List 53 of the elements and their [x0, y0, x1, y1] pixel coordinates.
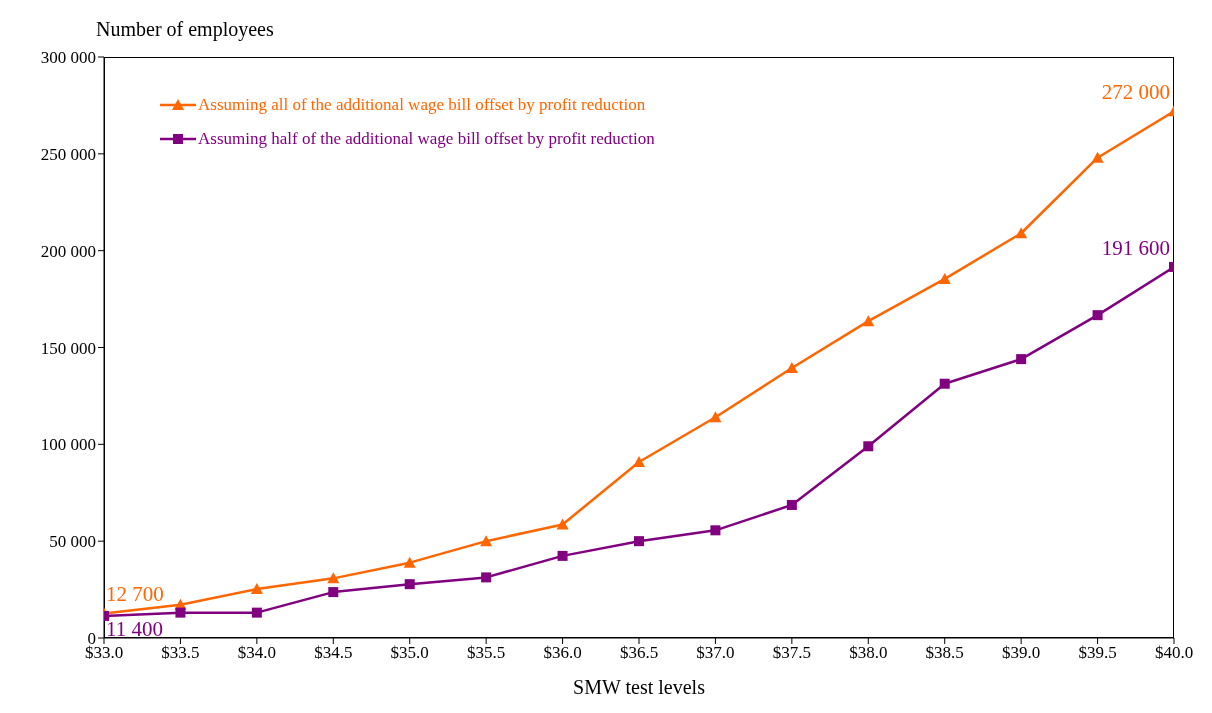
point: [250, 583, 263, 594]
y-tick-label: 100 000: [40, 435, 96, 455]
point: [175, 607, 186, 618]
x-tick-label: $34.0: [237, 643, 276, 663]
y-tick-label: 300 000: [40, 48, 96, 68]
point: [634, 536, 644, 547]
x-tick-label: $38.5: [925, 643, 964, 663]
point: [327, 572, 340, 584]
point: [480, 535, 493, 547]
y-tick-label: 250 000: [40, 144, 96, 164]
point: [863, 441, 874, 452]
x-tick-label: $40.0: [1154, 643, 1194, 663]
point: [481, 572, 492, 583]
point: [404, 579, 415, 590]
x-tick-label: $39.5: [1078, 643, 1117, 663]
point: [328, 587, 339, 598]
x-tick-label: $37.0: [696, 643, 735, 663]
data-label: 191 600: [1101, 235, 1170, 260]
x-tick-label: $34.5: [314, 643, 353, 663]
point: [1015, 227, 1028, 239]
point: [1092, 310, 1103, 321]
y-axis-title: Number of employees: [96, 18, 274, 41]
x-tick-label: $35.0: [390, 643, 429, 663]
point: [403, 556, 416, 568]
point: [938, 272, 951, 284]
data-label: 12 700: [106, 582, 164, 607]
point: [251, 607, 262, 618]
x-tick-label: $33.5: [161, 643, 200, 663]
x-tick-label: $36.5: [619, 643, 659, 663]
point: [557, 550, 568, 561]
point: [862, 315, 875, 327]
point: [1016, 354, 1027, 365]
x-tick-label: $36.0: [543, 643, 582, 663]
y-tick-label: 150 000: [40, 338, 96, 358]
point: [710, 525, 721, 536]
point: [709, 411, 722, 423]
point: [1091, 151, 1104, 163]
x-tick-label: $35.5: [467, 643, 506, 663]
x-tick-label: $38.0: [849, 643, 888, 663]
x-tick-label: $39.0: [1002, 643, 1041, 663]
data-label: 272 000: [1101, 80, 1170, 105]
point: [939, 378, 950, 389]
data-label: 11 400: [106, 616, 163, 641]
legend-label: Assuming all of the additional wage bill offset by profit reduction: [198, 94, 646, 116]
x-axis-title: SMW test levels: [573, 676, 706, 698]
x-tick-label: $37.5: [772, 643, 811, 663]
legend-label: Assuming half of the additional wage bill offset by profit reduction: [198, 128, 655, 150]
point: [633, 455, 645, 467]
y-tick-label: 200 000: [40, 241, 96, 261]
y-tick-label: 50 000: [49, 532, 96, 552]
point: [786, 499, 797, 510]
point: [785, 362, 798, 374]
point: [556, 518, 569, 530]
